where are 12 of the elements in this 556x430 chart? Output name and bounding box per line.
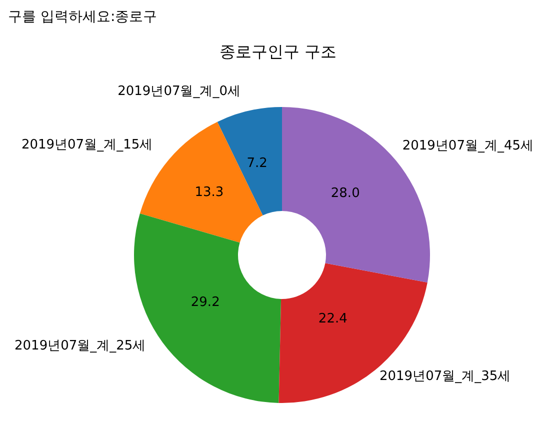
slice-label: 2019년07월_계_25세 [14,338,146,354]
data-label: 7.2 [246,156,268,171]
data-label: 22.4 [318,311,348,326]
slice-label: 2019년07월_계_0세 [118,84,241,99]
slice-label: 2019년07월_계_35세 [380,368,511,384]
slice-label: 2019년07월_계_45세 [402,138,534,154]
data-label: 28.0 [330,186,360,201]
data-label: 29.2 [190,294,220,310]
chart-title: 종로구인구 구조 [218,42,338,63]
text: 구를 입력하세요:종로구 [8,8,158,26]
slice-label: 2019년07월_계_15세 [21,137,153,152]
data-label: 13.3 [194,185,224,200]
